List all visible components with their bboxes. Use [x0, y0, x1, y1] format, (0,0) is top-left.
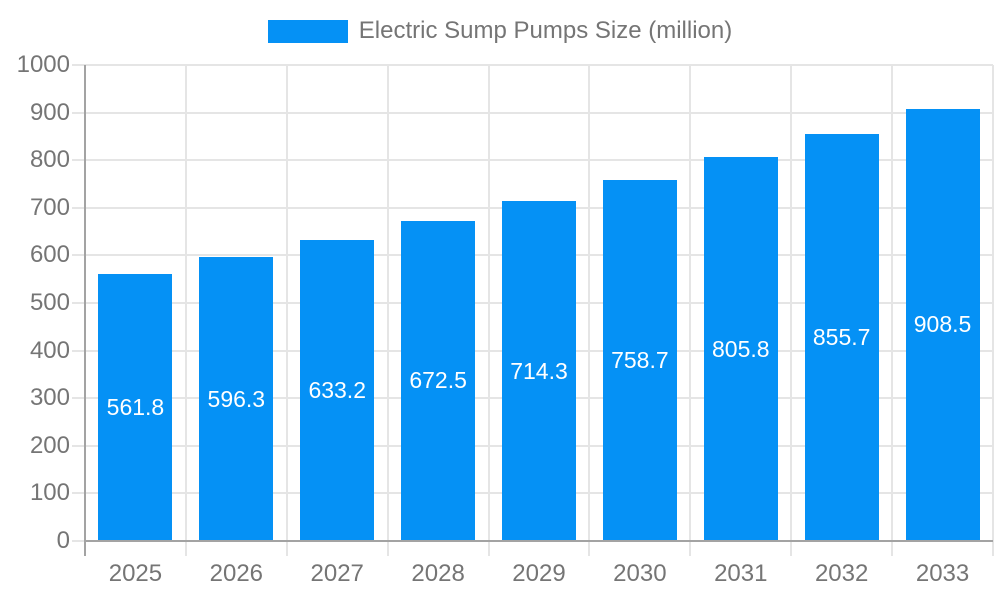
bar: 855.7: [804, 133, 879, 541]
bar-value-label: 908.5: [913, 311, 972, 338]
bar: 633.2: [300, 239, 375, 541]
bar-value-label: 633.2: [308, 376, 366, 403]
bar-value-label: 758.7: [611, 346, 669, 373]
bar-value-label: 596.3: [207, 385, 266, 412]
x-axis-line: [85, 540, 993, 542]
bar-value-label: 855.7: [812, 323, 871, 350]
y-axis-label: 800: [29, 146, 70, 174]
x-axis-label: 2033: [915, 560, 970, 587]
legend-swatch: [267, 19, 348, 43]
y-axis-label: 700: [29, 193, 70, 221]
y-axis-label: 200: [29, 431, 70, 459]
y-axis-label: 0: [56, 527, 70, 554]
bar: 714.3: [502, 201, 576, 541]
x-axis-label: 2031: [714, 560, 768, 587]
bar-value-label: 672.5: [409, 367, 467, 394]
y-axis-label: 900: [29, 98, 70, 126]
x-axis-label: 2028: [411, 560, 465, 587]
bar: 596.3: [199, 257, 274, 541]
y-axis-label: 500: [29, 289, 70, 316]
y-axis-label: 400: [29, 336, 70, 364]
x-axis-label: 2026: [209, 560, 264, 587]
x-axis-label: 2027: [310, 560, 364, 587]
y-axis-label: 600: [29, 241, 70, 269]
y-axis-label: 300: [29, 384, 70, 412]
y-axis-label: 1000: [16, 51, 70, 78]
y-axis-label: 100: [29, 479, 70, 507]
bar-value-label: 714.3: [510, 357, 568, 384]
x-axis-label: 2029: [512, 560, 566, 587]
legend-label: Electric Sump Pumps Size (million): [358, 17, 733, 44]
y-axis-line: [84, 65, 86, 556]
bar: 908.5: [905, 108, 980, 541]
bar: 758.7: [602, 179, 677, 541]
x-axis-label: 2032: [814, 560, 869, 587]
x-axis-label: 2025: [108, 560, 163, 587]
bar: 672.5: [401, 220, 476, 541]
bar: 561.8: [98, 273, 173, 541]
x-axis-label: 2030: [613, 560, 667, 587]
bar-value-label: 805.8: [711, 335, 770, 362]
legend: Electric Sump Pumps Size (million): [0, 17, 1000, 45]
bar: 805.8: [703, 157, 778, 541]
bar-value-label: 561.8: [106, 393, 165, 420]
plot-area: 561.8 596.3 633.2 672.5 714.3 758.7 805.8 855.7…: [85, 65, 993, 541]
